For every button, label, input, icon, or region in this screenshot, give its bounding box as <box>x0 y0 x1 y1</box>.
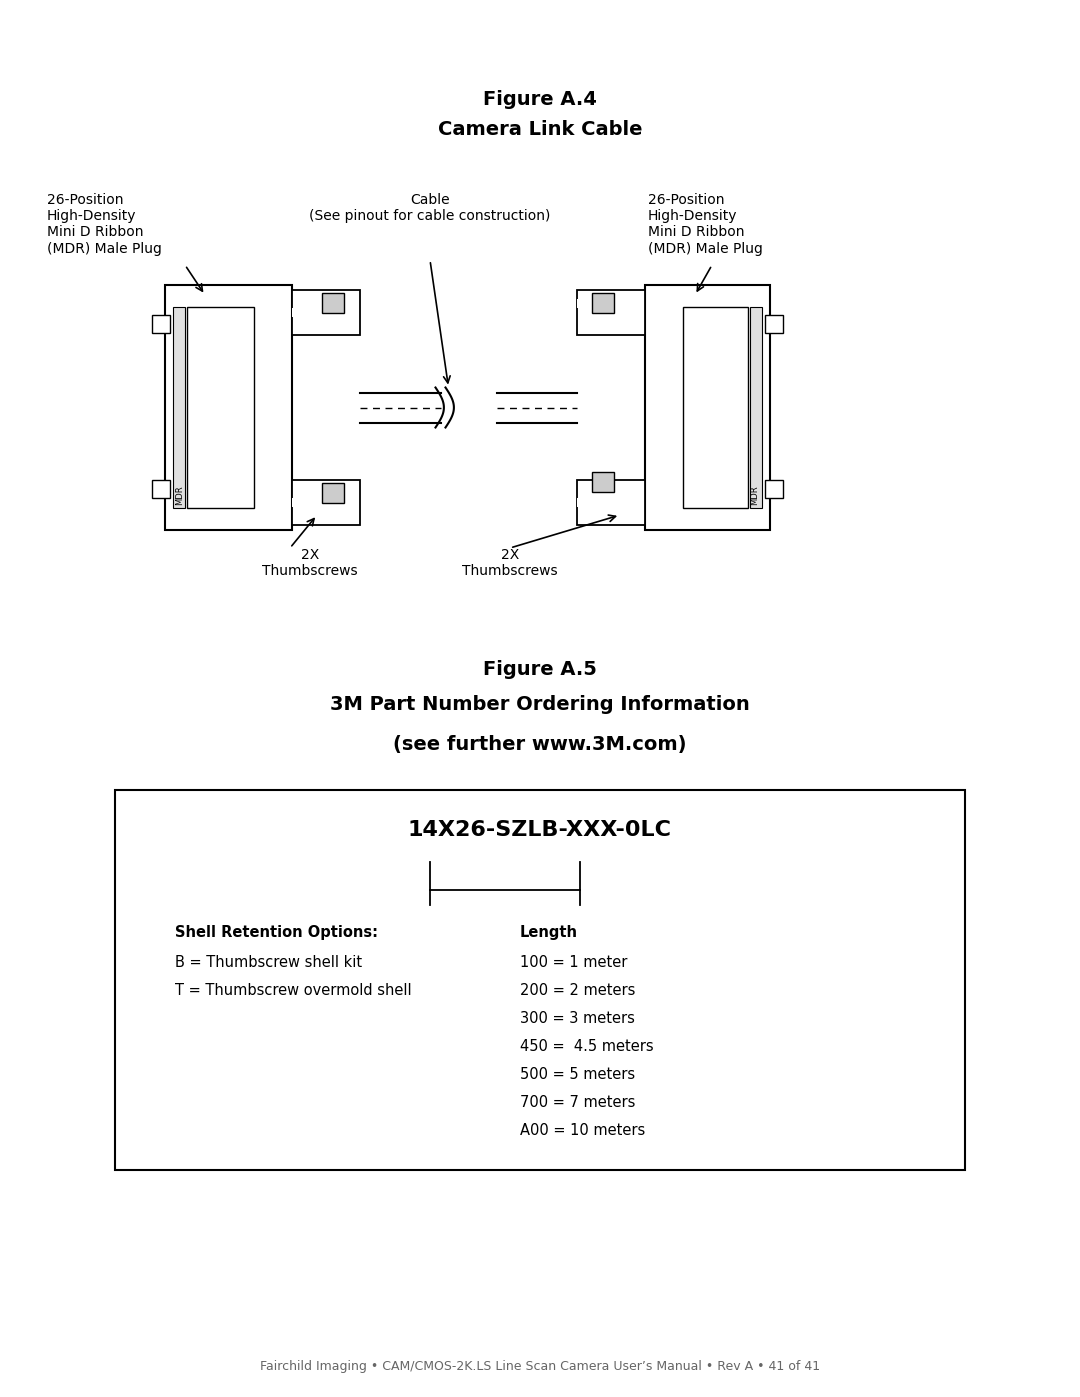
Text: T = Thumbscrew overmold shell: T = Thumbscrew overmold shell <box>175 983 411 997</box>
Bar <box>577 497 627 507</box>
Text: 200 = 2 meters: 200 = 2 meters <box>519 983 635 997</box>
Text: MDR: MDR <box>751 485 759 504</box>
Bar <box>292 307 342 317</box>
Bar <box>322 483 345 503</box>
Bar <box>683 307 748 509</box>
Bar <box>152 314 170 332</box>
Text: 26-Position
High-Density
Mini D Ribbon
(MDR) Male Plug: 26-Position High-Density Mini D Ribbon (… <box>48 193 162 256</box>
Bar <box>592 293 615 313</box>
Text: B = Thumbscrew shell kit: B = Thumbscrew shell kit <box>175 956 362 970</box>
Bar <box>322 293 345 313</box>
Text: 500 = 5 meters: 500 = 5 meters <box>519 1067 635 1083</box>
Bar <box>292 481 360 525</box>
Text: 450 =  4.5 meters: 450 = 4.5 meters <box>519 1039 653 1053</box>
Bar <box>750 307 762 509</box>
Bar <box>592 472 615 492</box>
Text: Camera Link Cable: Camera Link Cable <box>437 120 643 138</box>
Bar <box>577 291 645 335</box>
Bar <box>577 481 645 525</box>
Text: Figure A.5: Figure A.5 <box>483 659 597 679</box>
Bar <box>165 285 292 529</box>
Bar <box>173 307 185 509</box>
Text: Cable
(See pinout for cable construction): Cable (See pinout for cable construction… <box>309 193 551 224</box>
Text: A00 = 10 meters: A00 = 10 meters <box>519 1123 645 1139</box>
Bar <box>292 497 342 507</box>
Bar <box>765 481 783 497</box>
Bar <box>645 285 770 529</box>
Text: 26-Position
High-Density
Mini D Ribbon
(MDR) Male Plug: 26-Position High-Density Mini D Ribbon (… <box>648 193 762 256</box>
Bar <box>765 314 783 332</box>
Text: 2X
Thumbscrews: 2X Thumbscrews <box>262 548 357 578</box>
Text: Length: Length <box>519 925 578 940</box>
Text: Fairchild Imaging • CAM/CMOS-2K.LS Line Scan Camera User’s Manual • Rev A • 41 o: Fairchild Imaging • CAM/CMOS-2K.LS Line … <box>260 1361 820 1373</box>
Text: (see further www.3M.com): (see further www.3M.com) <box>393 735 687 754</box>
Bar <box>187 307 254 509</box>
Bar <box>577 299 627 307</box>
Text: 100 = 1 meter: 100 = 1 meter <box>519 956 627 970</box>
Text: 3M Part Number Ordering Information: 3M Part Number Ordering Information <box>330 694 750 714</box>
Text: MDR: MDR <box>175 485 185 504</box>
Bar <box>114 789 966 1171</box>
Text: 2X
Thumbscrews: 2X Thumbscrews <box>462 548 557 578</box>
Bar <box>292 291 360 335</box>
Text: 300 = 3 meters: 300 = 3 meters <box>519 1011 635 1025</box>
Text: 700 = 7 meters: 700 = 7 meters <box>519 1095 635 1111</box>
Text: Shell Retention Options:: Shell Retention Options: <box>175 925 378 940</box>
Text: 14X26-SZLB-XXX-0LC: 14X26-SZLB-XXX-0LC <box>408 820 672 840</box>
Bar <box>152 481 170 497</box>
Text: Figure A.4: Figure A.4 <box>483 89 597 109</box>
